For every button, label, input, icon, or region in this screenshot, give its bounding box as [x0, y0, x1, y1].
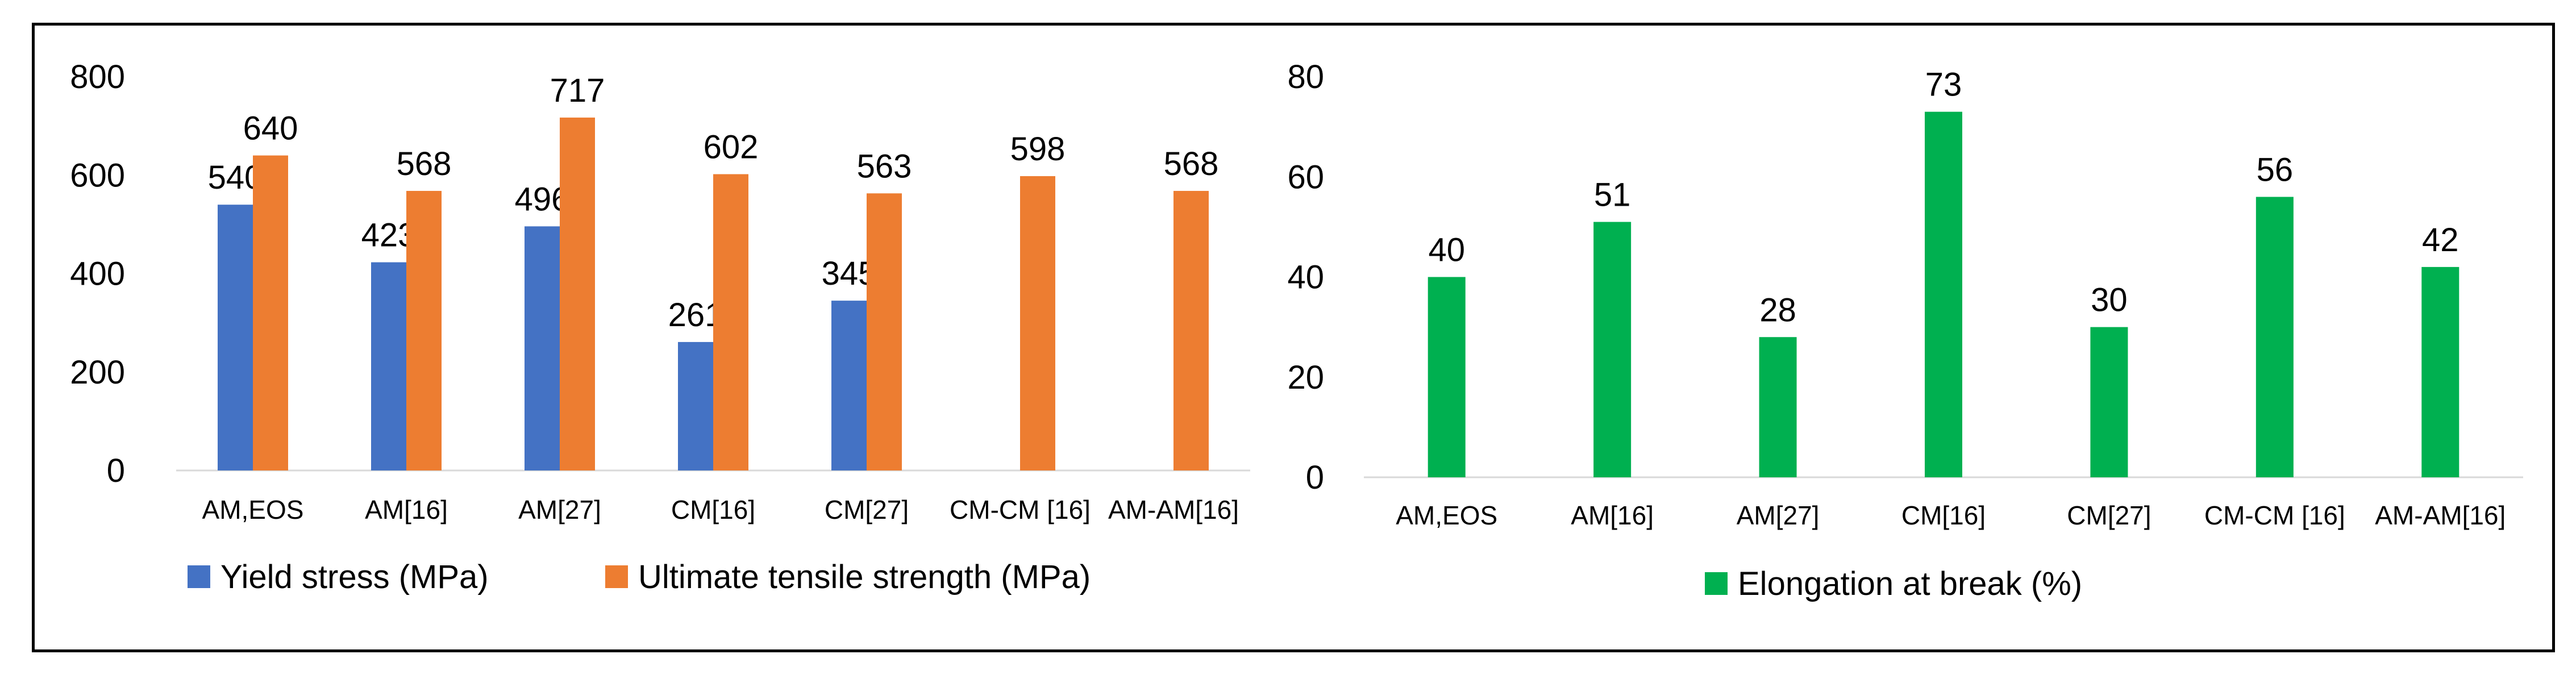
data-label: 51 — [1594, 177, 1631, 214]
data-label: 598 — [1010, 131, 1066, 168]
x-tick-label: AM[27] — [518, 495, 601, 524]
y-tick-label: 0 — [107, 452, 125, 489]
bar — [1173, 190, 1209, 470]
figure-frame — [32, 23, 2555, 652]
x-tick-label: AM[16] — [1571, 501, 1654, 530]
bar — [525, 226, 560, 470]
bar — [2421, 266, 2460, 477]
x-tick-label: CM-CM [16] — [950, 495, 1091, 524]
legend-label: Elongation at break (%) — [1738, 565, 2082, 602]
data-label: 30 — [2091, 282, 2128, 319]
bar — [253, 155, 288, 471]
bar — [678, 341, 713, 470]
x-tick-label: CM[27] — [825, 495, 909, 524]
bar — [560, 117, 595, 470]
y-tick-label: 40 — [1287, 259, 1324, 296]
bar — [1759, 337, 1797, 477]
legend-swatch — [188, 565, 210, 588]
x-tick-label: CM-CM [16] — [2204, 501, 2345, 530]
data-label: 563 — [857, 148, 912, 185]
x-tick-label: CM[27] — [2067, 501, 2151, 530]
data-label: 56 — [2257, 152, 2294, 189]
legend-label: Ultimate tensile strength (MPa) — [638, 559, 1091, 595]
bar — [831, 301, 867, 470]
y-tick-label: 20 — [1287, 359, 1324, 396]
x-tick-label: AM,EOS — [1396, 501, 1497, 530]
legend-swatch — [1705, 572, 1728, 595]
bar — [1020, 176, 1055, 470]
data-label: 73 — [1925, 66, 1962, 103]
bar — [1925, 111, 1962, 477]
data-label: 568 — [1164, 145, 1219, 182]
x-tick-label: AM[27] — [1737, 501, 1820, 530]
bar — [406, 190, 442, 470]
bar — [713, 174, 748, 471]
x-tick-label: AM-AM[16] — [1108, 495, 1239, 524]
x-tick-label: AM-AM[16] — [2375, 501, 2506, 530]
bar — [2090, 327, 2128, 477]
y-tick-label: 80 — [1287, 59, 1324, 95]
y-tick-label: 400 — [70, 256, 125, 293]
data-label: 568 — [397, 145, 452, 182]
bar — [218, 205, 253, 470]
data-label: 28 — [1759, 291, 1796, 328]
legend-swatch — [605, 565, 628, 588]
y-tick-label: 600 — [70, 157, 125, 194]
x-tick-label: CM[16] — [671, 495, 755, 524]
x-tick-label: CM[16] — [1901, 501, 1986, 530]
y-tick-label: 60 — [1287, 159, 1324, 195]
data-label: 717 — [550, 72, 605, 109]
y-tick-label: 0 — [1306, 459, 1324, 496]
bar — [867, 193, 902, 470]
data-label: 42 — [2422, 222, 2459, 259]
data-label: 40 — [1428, 232, 1465, 269]
data-label: 640 — [243, 110, 298, 147]
bar — [1593, 222, 1632, 477]
x-tick-label: AM,EOS — [202, 495, 304, 524]
bar — [1428, 277, 1466, 477]
legend-label: Yield stress (MPa) — [220, 559, 489, 595]
bar — [2255, 197, 2294, 477]
y-tick-label: 800 — [70, 59, 125, 95]
data-label: 602 — [704, 129, 759, 166]
bar — [371, 262, 406, 470]
y-tick-label: 200 — [70, 354, 125, 391]
x-tick-label: AM[16] — [365, 495, 448, 524]
